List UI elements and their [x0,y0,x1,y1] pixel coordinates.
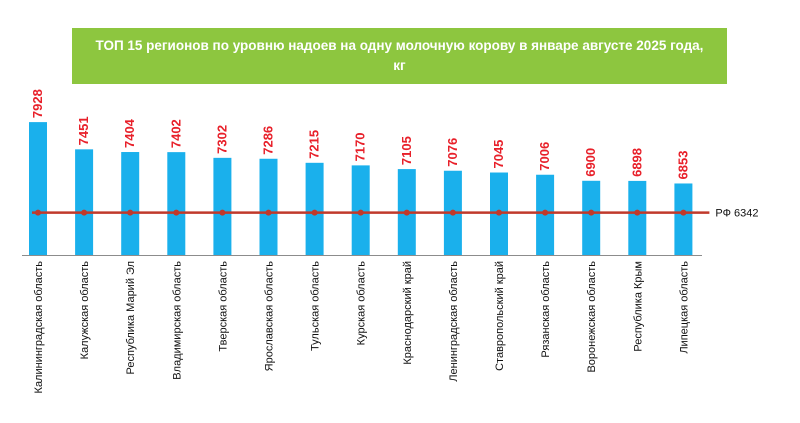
reference-marker [311,209,318,216]
bar [29,122,47,255]
data-label: 7451 [76,116,91,145]
bar [75,149,94,255]
category-tick-label: Ленинградская область [448,261,460,382]
category-tick-label: Ставропольский край [494,261,506,371]
category-tick-label: Калужская область [79,261,91,360]
bar [628,180,647,255]
category-tick-label: Воронежская область [586,261,598,373]
data-label: 7286 [261,126,276,155]
data-label: 7215 [307,130,322,159]
reference-marker [265,209,272,216]
reference-marker [542,209,549,216]
data-label: 6853 [675,151,690,180]
data-label: 7076 [445,138,460,167]
bar [213,157,232,255]
data-label: 7928 [30,89,45,118]
category-tick-label: Краснодарский край [402,261,414,365]
reference-marker [357,209,364,216]
chart-title: ТОП 15 регионов по уровню надоев на одну… [72,28,727,84]
bar [121,152,140,255]
reference-marker [173,209,180,216]
reference-marker [496,209,502,216]
data-label: 6900 [583,148,598,177]
data-label: 7402 [168,119,183,148]
data-label: 7302 [214,125,229,154]
reference-marker [81,209,88,216]
category-tick-label: Тульская область [310,261,322,351]
reference-marker [403,209,410,216]
category-tick-label: Владимирская область [171,261,183,380]
bar [259,158,278,255]
data-label: 7170 [353,132,368,161]
reference-marker [449,209,456,216]
category-tick-label: Калининградская область [33,261,45,394]
data-label: 7006 [537,142,552,171]
reference-line-label: РФ 6342 [715,208,758,220]
bar [167,152,186,255]
category-tick-label: Республика Крым [632,261,644,352]
category-tick-label: Курская область [356,261,368,346]
category-tick-label: Ярославская область [264,261,276,372]
reference-marker [127,209,134,216]
data-label: 7404 [122,118,137,148]
category-tick-label: Липецкая область [678,261,690,354]
reference-marker [680,209,687,216]
data-label: 7105 [399,136,414,165]
data-label: 7045 [491,140,506,169]
reference-marker [634,209,641,216]
bar [305,162,324,255]
category-tick-label: Республика Марий Эл [125,261,137,374]
bar [674,183,693,255]
category-tick-label: Рязанская область [540,261,552,358]
category-tick-label: Тверская область [217,261,229,352]
reference-marker [35,209,41,216]
reference-marker [219,209,226,216]
reference-marker [588,209,595,216]
data-label: 6898 [629,148,644,177]
bar [582,180,601,255]
